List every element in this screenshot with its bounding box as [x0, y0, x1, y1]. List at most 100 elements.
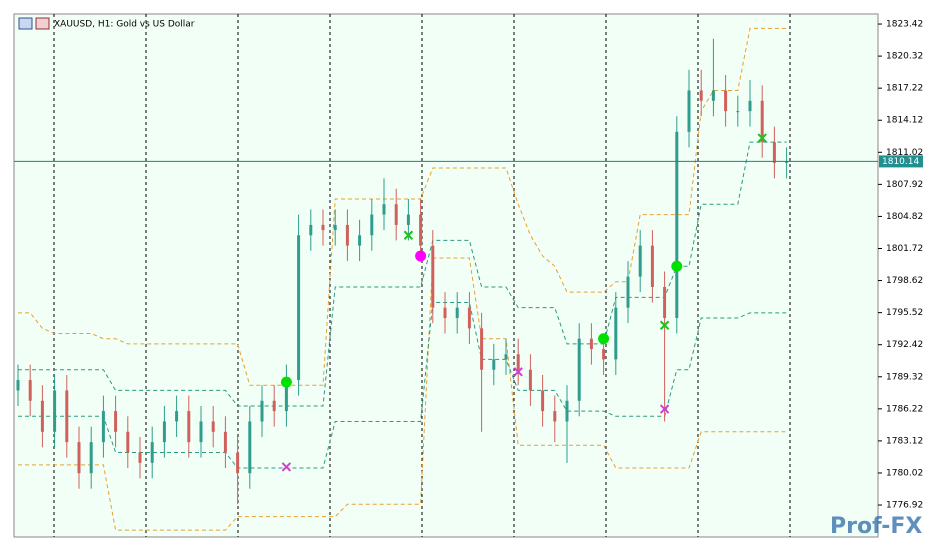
candle-body	[77, 442, 81, 474]
candle-body	[650, 245, 654, 287]
candle-body	[260, 400, 264, 422]
candle-body	[114, 411, 118, 432]
candle-body	[467, 307, 471, 329]
candle-body	[101, 411, 105, 443]
candle-body	[772, 142, 776, 163]
candle-body	[736, 111, 740, 113]
candle-body	[589, 338, 593, 350]
candle-body	[187, 411, 191, 443]
candle-body	[394, 204, 398, 225]
candle-body	[333, 224, 337, 231]
candle-body	[321, 224, 325, 231]
y-tick-label: 1801.72	[886, 244, 923, 254]
candle-body	[297, 235, 301, 381]
channel-line	[18, 301, 787, 469]
candle-body	[565, 400, 569, 422]
signal-cross	[659, 404, 670, 414]
y-tick-label: 1795.52	[886, 308, 923, 318]
candle-body	[345, 224, 349, 246]
candle-body	[138, 452, 142, 463]
candle-body	[406, 214, 410, 225]
candle-body	[699, 90, 703, 101]
last-price-box	[879, 155, 923, 168]
y-tick-label: 1776.92	[886, 501, 923, 511]
candle-body	[309, 224, 313, 236]
candle-body	[455, 307, 459, 319]
y-tick-label: 1798.62	[886, 276, 923, 286]
candle-body	[248, 421, 252, 474]
signal-dot	[280, 376, 292, 388]
candle-body	[89, 442, 93, 474]
y-tick-label: 1807.92	[886, 180, 923, 190]
candle-body	[53, 390, 57, 432]
signal-cross	[757, 133, 767, 143]
candle-body	[687, 90, 691, 132]
candle-body	[199, 421, 203, 443]
y-tick-label: 1823.42	[886, 20, 923, 30]
y-tick-label: 1783.12	[886, 436, 923, 446]
candle-body	[614, 307, 618, 360]
candle-body	[748, 100, 752, 112]
candle-body	[504, 354, 508, 360]
candle-body	[370, 214, 374, 236]
candle-body	[28, 380, 32, 401]
signal-cross	[513, 367, 523, 377]
candle-body	[541, 390, 545, 412]
candle-body	[626, 276, 630, 308]
candle-body	[663, 286, 667, 319]
candle-body	[419, 214, 423, 246]
candle-body	[236, 452, 240, 474]
candle-body	[65, 390, 69, 443]
candle-body	[431, 245, 435, 308]
candle-body	[480, 328, 484, 370]
y-tick-label: 1817.22	[886, 84, 923, 94]
channel-line	[18, 141, 787, 407]
candle-body	[577, 338, 581, 401]
signal-dot	[415, 250, 427, 262]
signal-cross	[403, 230, 414, 240]
y-tick-label: 1804.82	[886, 212, 923, 222]
signal-dot	[671, 260, 683, 272]
chart-title: XAUUSD, H1: Gold vs US Dollar	[54, 20, 195, 30]
candle-body	[382, 204, 386, 215]
candle-body	[16, 380, 20, 391]
candle-body	[150, 442, 154, 463]
candle-body	[675, 131, 679, 319]
last-price-label: 1810.14	[882, 157, 919, 167]
candle-body	[126, 431, 130, 453]
plot-area	[13, 13, 879, 538]
y-tick-label: 1792.42	[886, 340, 923, 350]
candle-body	[638, 245, 642, 277]
candle-body	[724, 90, 728, 112]
candle-body	[785, 161, 789, 163]
candle-body	[162, 421, 166, 443]
candle-body	[175, 411, 179, 422]
candle-body	[711, 90, 715, 101]
watermark: Prof-FX	[830, 514, 922, 539]
y-tick-label: 1820.32	[886, 52, 923, 62]
candle-body	[492, 359, 496, 370]
candle-body	[602, 349, 606, 360]
y-tick-label: 1814.12	[886, 116, 923, 126]
y-tick-label: 1780.02	[886, 468, 923, 478]
signal-dot	[598, 333, 610, 345]
y-tick-label: 1811.02	[886, 148, 923, 158]
channel-line	[18, 27, 787, 386]
candle-body	[40, 400, 44, 432]
y-tick-label: 1789.32	[886, 372, 923, 382]
candle-body	[553, 411, 557, 422]
y-tick-label: 1786.22	[886, 404, 923, 414]
signal-cross	[281, 462, 292, 472]
candle-body	[211, 421, 215, 432]
signal-cross	[659, 320, 670, 330]
candle-body	[443, 307, 447, 319]
channel-line	[18, 257, 787, 531]
candle-body	[272, 400, 276, 412]
symbol-icon	[18, 17, 50, 30]
candle-body	[223, 431, 227, 453]
candle-body	[284, 380, 288, 412]
candle-body	[760, 100, 764, 143]
candle-body	[358, 235, 362, 246]
candle-body	[528, 369, 532, 391]
